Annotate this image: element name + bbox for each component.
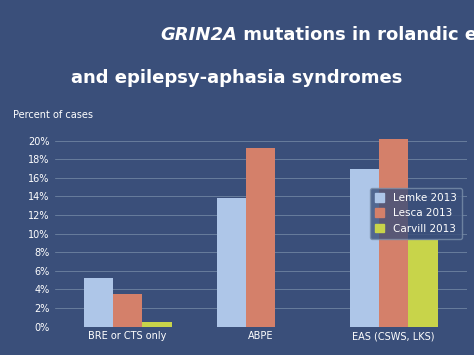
- Bar: [113, 294, 142, 327]
- Legend: Lemke 2013, Lesca 2013, Carvill 2013: Lemke 2013, Lesca 2013, Carvill 2013: [370, 188, 462, 239]
- Bar: [379, 139, 409, 327]
- Bar: [217, 198, 246, 327]
- Bar: [350, 169, 379, 327]
- Bar: [142, 322, 172, 327]
- Bar: [409, 240, 438, 327]
- Text: and epilepsy-aphasia syndromes: and epilepsy-aphasia syndromes: [71, 69, 403, 87]
- Bar: [84, 278, 113, 327]
- Bar: [246, 148, 275, 327]
- Text: Percent of cases: Percent of cases: [13, 110, 93, 120]
- Text: mutations in rolandic epilepsies: mutations in rolandic epilepsies: [237, 27, 474, 44]
- Text: GRIN2A: GRIN2A: [160, 27, 237, 44]
